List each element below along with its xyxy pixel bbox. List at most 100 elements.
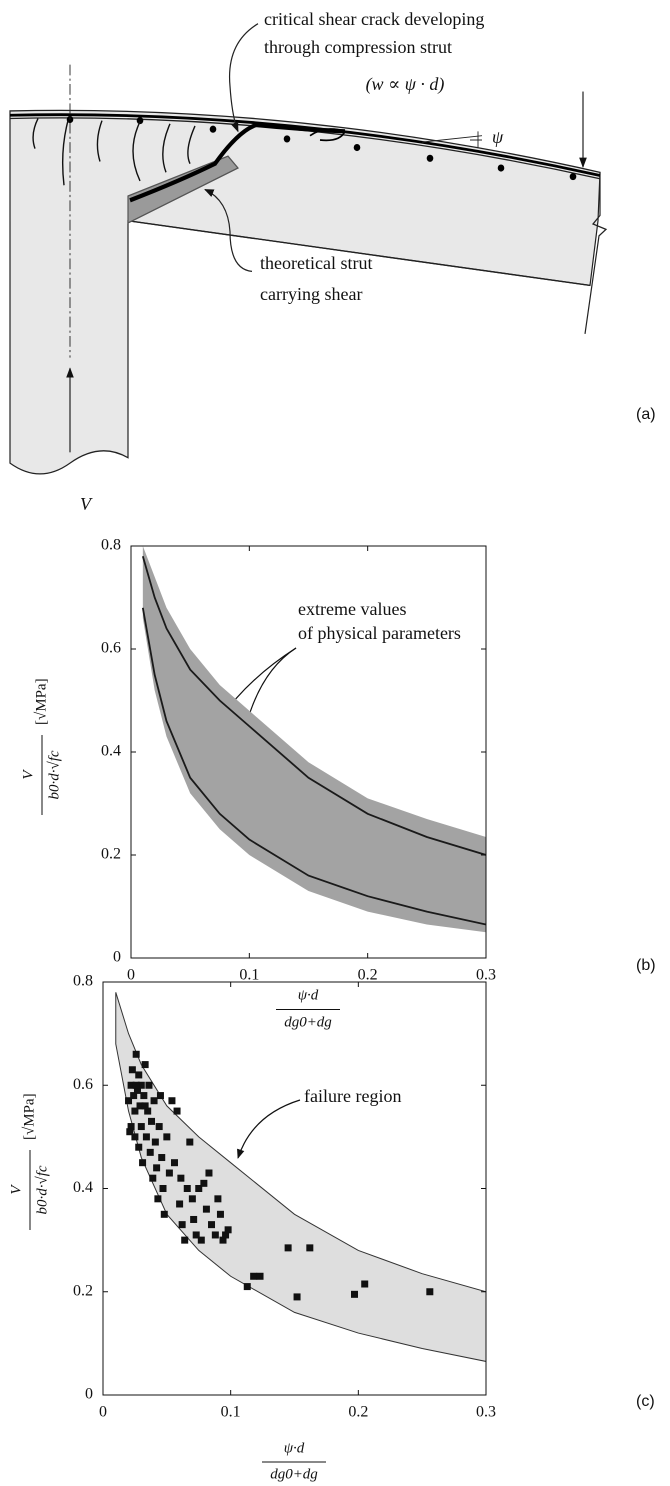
point: [132, 1081, 140, 1089]
annotation-arrow: [245, 647, 297, 723]
crack-formula: (w ∝ ψ · d): [366, 74, 445, 95]
y-tick-label: 0.8: [101, 537, 121, 554]
angle-ref: [421, 135, 483, 143]
point: [146, 1148, 154, 1156]
point: [139, 1159, 147, 1167]
y-label-numerator: V: [20, 769, 36, 780]
band-area: [142, 546, 486, 933]
point: [195, 1185, 203, 1192]
point: [188, 1195, 196, 1203]
y-label-denominator: b0·d·√fc: [46, 750, 62, 799]
point: [132, 1050, 140, 1058]
point: [284, 1244, 292, 1252]
x-tick-label: 0.3: [476, 1404, 496, 1421]
point: [141, 1061, 149, 1069]
point: [137, 1081, 145, 1089]
point: [153, 1164, 161, 1172]
point: [256, 1272, 264, 1280]
x-label-denominator: dg0+dg: [284, 1014, 332, 1030]
slab-soffit: [127, 220, 591, 287]
crack-branch: [309, 128, 347, 142]
strut: [127, 155, 239, 224]
crack-leader: [228, 23, 259, 133]
annotation: extreme values: [298, 599, 406, 619]
annotation: failure region: [304, 1086, 401, 1106]
x-tick-label: 0.3: [476, 967, 496, 984]
point: [137, 1123, 145, 1131]
x-label-numerator: ψ·d: [298, 987, 319, 1003]
point: [127, 1123, 135, 1131]
point: [197, 1236, 205, 1244]
plot-area: [141, 546, 486, 933]
point: [131, 1133, 139, 1141]
x-tick-label: 0: [127, 967, 135, 984]
plot-area: [115, 992, 486, 1362]
line: [141, 607, 486, 926]
point: [192, 1231, 200, 1239]
point: [178, 1221, 186, 1229]
y-tick-label: 0.6: [73, 1076, 93, 1093]
band-area: [115, 992, 486, 1362]
point: [141, 1102, 149, 1110]
point: [140, 1092, 148, 1100]
point: [214, 1195, 222, 1203]
y-tick-label: 0.4: [101, 743, 121, 760]
point: [224, 1226, 232, 1234]
point: [165, 1169, 173, 1177]
rebar-dots: [66, 115, 577, 181]
point: [186, 1138, 194, 1146]
point: [306, 1244, 314, 1252]
panel-label: (c): [636, 1393, 655, 1410]
strut-leader: [204, 188, 253, 273]
point: [200, 1179, 208, 1187]
x-label-numerator: ψ·d: [284, 1440, 305, 1456]
annotation-arrow: [237, 1099, 301, 1159]
point: [170, 1159, 178, 1167]
point: [163, 1133, 171, 1141]
point: [130, 1092, 138, 1100]
y-label-denominator: b0·d·√fc: [34, 1165, 50, 1214]
point: [222, 1231, 230, 1239]
y-tick-label: 0.2: [73, 1282, 93, 1299]
point: [150, 1097, 158, 1105]
point: [159, 1185, 167, 1192]
point: [361, 1280, 369, 1288]
y-tick-label: 0.2: [101, 846, 121, 863]
cracks: [32, 118, 196, 186]
strut-label: theoretical strut: [260, 253, 372, 273]
point: [243, 1283, 251, 1291]
y-tick-label: 0.8: [73, 973, 93, 990]
y-label-numerator: V: [8, 1184, 24, 1195]
point: [168, 1097, 176, 1105]
point: [156, 1092, 164, 1100]
x-tick-label: 0.1: [221, 1404, 241, 1421]
y-tick-label: 0.6: [101, 640, 121, 657]
point: [135, 1071, 143, 1079]
point: [131, 1107, 139, 1115]
x-tick-label: 0: [99, 1404, 107, 1421]
point: [176, 1200, 184, 1208]
point: [219, 1236, 227, 1244]
panel-label: (b): [636, 957, 656, 974]
point: [158, 1154, 166, 1162]
point: [142, 1133, 150, 1141]
y-tick-label: 0: [85, 1386, 93, 1403]
x-label-denominator: dg0+dg: [270, 1466, 318, 1482]
point: [205, 1169, 213, 1177]
point: [135, 1143, 143, 1151]
point: [426, 1288, 434, 1296]
y-label-unit: [√MPa]: [21, 1093, 37, 1140]
point: [145, 1081, 153, 1089]
crack-label: through compression strut: [264, 37, 452, 57]
crack-label: critical shear crack developing: [264, 9, 484, 29]
point: [154, 1195, 162, 1203]
point: [173, 1107, 181, 1115]
point: [133, 1086, 141, 1094]
point: [211, 1231, 219, 1239]
x-tick-label: 0.2: [358, 967, 378, 984]
point: [216, 1210, 224, 1218]
y-tick-label: 0.4: [73, 1179, 93, 1196]
